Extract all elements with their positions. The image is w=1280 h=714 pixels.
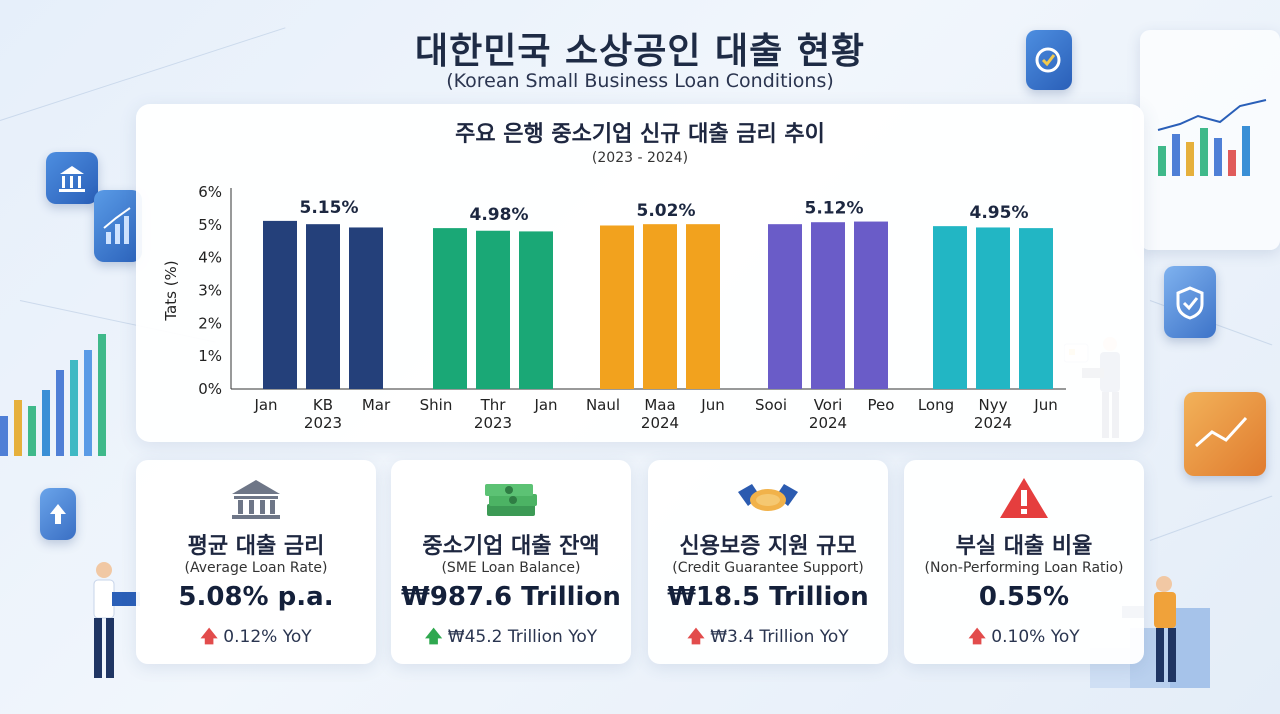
kpi-value: 0.55%	[978, 582, 1070, 612]
arrow-up-tile-icon	[40, 488, 76, 540]
arrow-up-icon: 🡅	[968, 627, 986, 647]
y-tick-label: 3%	[198, 282, 222, 300]
bar	[768, 224, 802, 389]
x-tick-label: Mar	[362, 396, 391, 414]
handshake-icon	[648, 474, 888, 522]
growth-chart-tile-icon	[94, 190, 142, 262]
kpi-subtitle: (Credit Guarantee Support)	[672, 560, 864, 576]
kpi-value: ₩18.5 Trillion	[667, 582, 869, 612]
chart-subtitle: (2023 - 2024)	[591, 150, 689, 166]
money-stack-icon	[391, 474, 631, 522]
x-group-year-label: 2024	[974, 414, 1012, 432]
y-tick-label: 2%	[198, 314, 222, 332]
bar	[976, 227, 1010, 389]
bar	[686, 224, 720, 389]
bar	[933, 226, 967, 389]
kpi-change: 🡅 ₩45.2 Trillion YoY	[424, 627, 598, 647]
warning-icon	[904, 474, 1144, 522]
data-label: 5.02%	[637, 201, 696, 221]
x-tick-label: Jan	[533, 396, 557, 414]
x-tick-label: KB	[313, 396, 333, 414]
x-group-year-label: 2023	[474, 414, 512, 432]
data-label: 5.12%	[805, 199, 864, 219]
kpi-change: 🡅 0.12% YoY	[200, 627, 312, 647]
data-label: 4.95%	[970, 203, 1029, 223]
kpi-card-sme-loan-balance: 중소기업 대출 잔액 (SME Loan Balance) ₩987.6 Tri…	[391, 460, 631, 664]
bar	[433, 228, 467, 389]
bar	[811, 222, 845, 389]
x-tick-label: Jun	[700, 396, 724, 414]
arrow-up-icon: 🡅	[200, 627, 218, 647]
bar	[306, 224, 340, 389]
y-tick-label: 4%	[198, 249, 222, 267]
bar	[643, 224, 677, 389]
x-tick-label: Thr	[480, 396, 507, 414]
kpi-title: 평균 대출 금리	[187, 534, 325, 559]
x-tick-label: Nyy	[979, 396, 1008, 414]
arrow-up-icon: 🡅	[424, 627, 443, 647]
kpi-value: 5.08% p.a.	[178, 582, 334, 612]
bar	[854, 221, 888, 389]
x-group-year-label: 2024	[641, 414, 679, 432]
kpi-title: 중소기업 대출 잔액	[422, 534, 600, 559]
shield-tile-icon	[1164, 266, 1216, 338]
y-tick-label: 5%	[198, 216, 222, 234]
background-line	[1149, 495, 1273, 541]
kpi-subtitle: (Non-Performing Loan Ratio)	[924, 560, 1124, 576]
y-tick-label: 6%	[198, 183, 222, 201]
chart-title: 주요 은행 중소기업 신규 대출 금리 추이	[455, 122, 825, 147]
kpi-change: 🡅 ₩3.4 Trillion YoY	[687, 627, 849, 647]
kpi-card-npl-ratio: 부실 대출 비율 (Non-Performing Loan Ratio) 0.5…	[904, 460, 1144, 664]
y-tick-label: 1%	[198, 347, 222, 365]
data-label: 4.98%	[470, 205, 529, 225]
bar	[349, 227, 383, 389]
y-axis-label: Tats (%)	[162, 260, 180, 321]
bank-icon	[136, 474, 376, 522]
kpi-card-credit-guarantee: 신용보증 지원 규모 (Credit Guarantee Support) ₩1…	[648, 460, 888, 664]
data-label: 5.15%	[300, 198, 359, 218]
kpi-value: ₩987.6 Trillion	[401, 582, 621, 612]
kpi-title: 부실 대출 비율	[955, 534, 1093, 559]
x-tick-label: Sooi	[755, 396, 787, 414]
trend-tile-icon	[1184, 392, 1266, 476]
background-bar-chart-left	[0, 334, 106, 456]
x-tick-label: Peo	[868, 396, 895, 414]
bar	[600, 225, 634, 389]
x-group-year-label: 2024	[809, 414, 847, 432]
background-dashboard-panel	[1140, 30, 1280, 250]
page-subtitle: (Korean Small Business Loan Conditions)	[446, 70, 834, 92]
bar	[519, 231, 553, 389]
bar	[1019, 228, 1053, 389]
kpi-subtitle: (Average Loan Rate)	[184, 560, 328, 576]
arrow-up-icon: 🡅	[687, 627, 705, 647]
businessman-clipboard-illustration	[93, 562, 140, 678]
bar	[263, 220, 297, 389]
y-tick-label: 0%	[198, 380, 222, 398]
kpi-change: 🡅 0.10% YoY	[968, 627, 1080, 647]
security-clock-tile-icon	[1026, 30, 1072, 90]
bank-tile-icon	[46, 152, 98, 204]
x-tick-label: Shin	[420, 396, 453, 414]
x-group-year-label: 2023	[304, 414, 342, 432]
bar	[476, 230, 510, 389]
loan-rate-bar-chart: 0% 1% 2% 3% 4% 5% 6% Tats (%) Jan KB Mar 5.15% 2023 S…	[162, 183, 1066, 432]
kpi-card-average-loan-rate: 평균 대출 금리 (Average Loan Rate) 5.08% p.a. …	[136, 460, 376, 664]
x-tick-label: Vori	[814, 396, 843, 414]
x-tick-label: Naul	[586, 396, 620, 414]
x-tick-label: Jun	[1033, 396, 1057, 414]
x-tick-label: Maa	[644, 396, 675, 414]
kpi-subtitle: (SME Loan Balance)	[441, 560, 581, 576]
x-tick-label: Jan	[253, 396, 277, 414]
page-title: 대한민국 소상공인 대출 현황	[414, 31, 866, 72]
kpi-title: 신용보증 지원 규모	[679, 534, 857, 559]
x-tick-label: Long	[918, 396, 954, 414]
